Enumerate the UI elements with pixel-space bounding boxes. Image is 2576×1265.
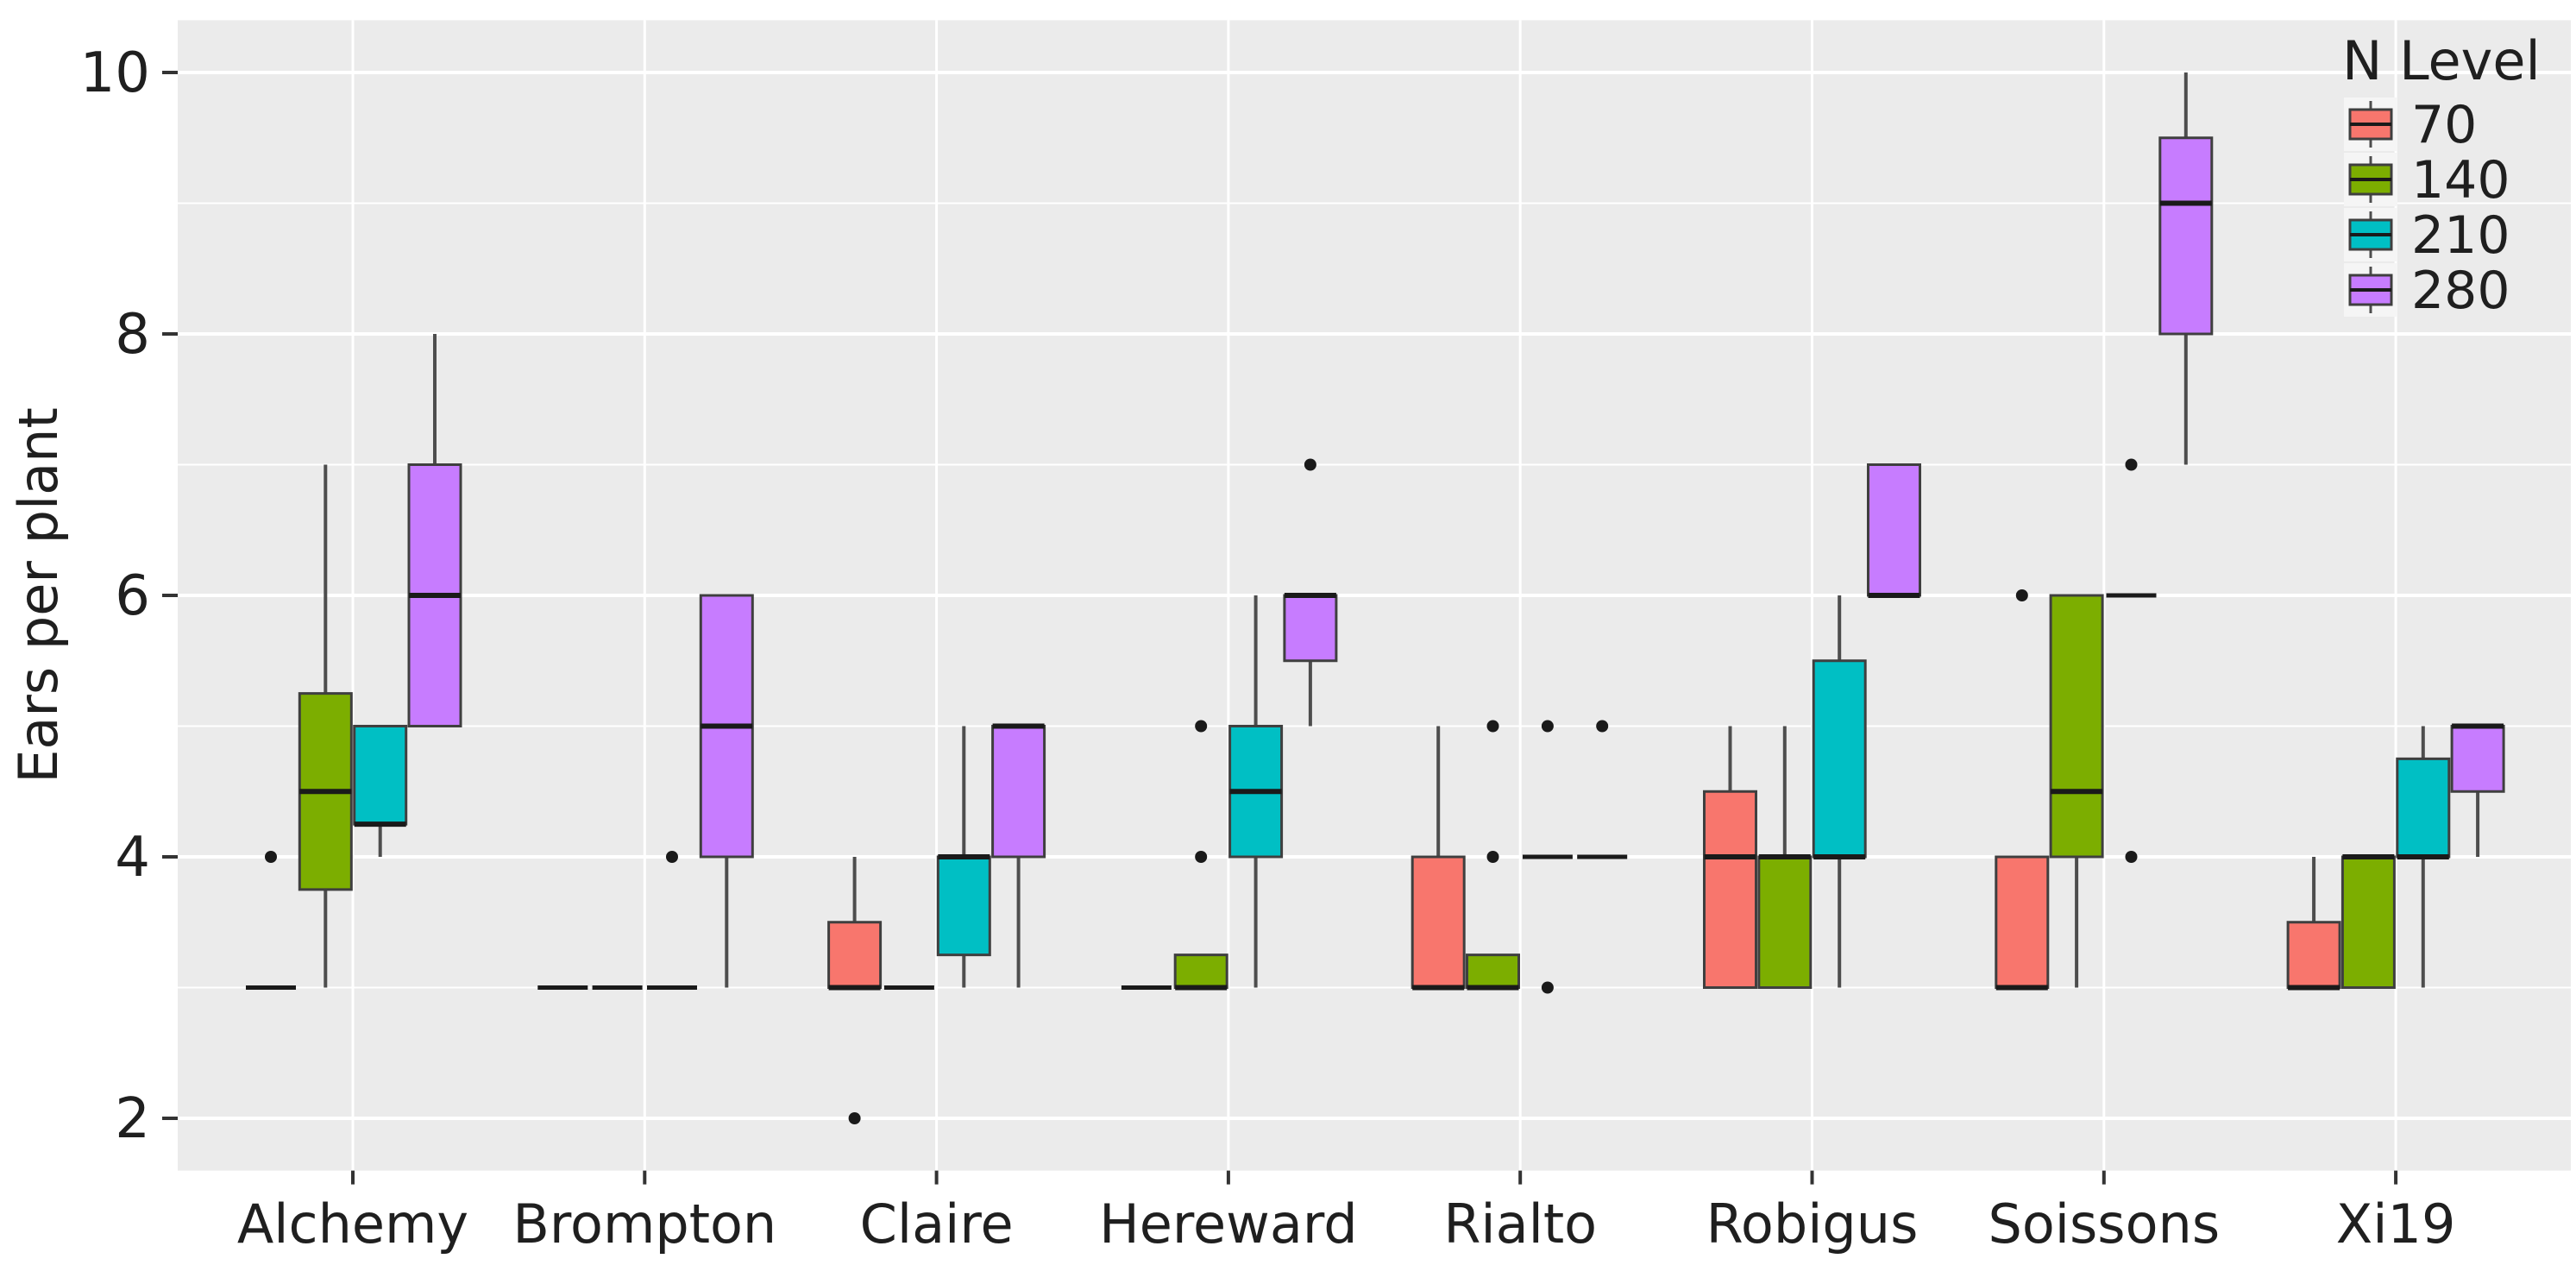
legend-entry-280: 280 xyxy=(2344,261,2510,321)
y-tick-label: 2 xyxy=(115,1087,150,1151)
outlier-dot xyxy=(2125,851,2138,863)
x-axis-label: Claire xyxy=(860,1193,1014,1256)
grid-layer xyxy=(178,20,2571,1171)
legend-entry-140: 140 xyxy=(2344,150,2510,211)
legend-entry-210: 210 xyxy=(2344,205,2510,266)
outlier-dot xyxy=(2125,458,2138,471)
outlier-dot xyxy=(666,851,678,863)
x-axis-label: Soissons xyxy=(1988,1193,2220,1256)
legend-label: 210 xyxy=(2411,205,2510,266)
boxplot-Xi19-140 xyxy=(2340,854,2396,989)
outlier-dot xyxy=(1541,981,1554,994)
box xyxy=(1173,953,1228,989)
boxplot-Claire-210 xyxy=(936,726,991,988)
legend-label: 70 xyxy=(2411,95,2477,155)
y-tick-label: 4 xyxy=(115,826,150,890)
boxplot-Xi19-280 xyxy=(2450,723,2505,857)
outlier-dot xyxy=(1195,851,1208,863)
box xyxy=(2158,136,2214,336)
boxplot-Claire-280 xyxy=(991,723,1046,988)
box xyxy=(2450,725,2505,793)
outlier-dot xyxy=(265,851,277,863)
legend-entry-70: 70 xyxy=(2344,95,2477,155)
boxplot-Rialto-210 xyxy=(1522,720,1573,994)
boxplot-Claire-70 xyxy=(827,857,883,1124)
box xyxy=(1812,659,1867,859)
boxplot-Brompton-210 xyxy=(647,851,697,990)
box xyxy=(353,725,408,826)
boxplot-Alchemy-280 xyxy=(407,334,462,727)
box xyxy=(2396,757,2451,859)
boxplot-Soissons-210 xyxy=(2106,458,2157,863)
outlier-dot xyxy=(1195,720,1208,733)
x-axis-label: Hereward xyxy=(1099,1193,1358,1256)
boxplot-Robigus-280 xyxy=(1867,463,1921,598)
y-tick-label: 8 xyxy=(115,303,150,367)
boxplot-Soissons-140 xyxy=(2049,594,2104,988)
boxplot-Hereward-280 xyxy=(1283,458,1338,727)
box xyxy=(1757,855,1813,989)
boxplot-Alchemy-140 xyxy=(298,464,353,988)
outlier-dot xyxy=(1304,458,1316,471)
y-axis-title: Ears per plant xyxy=(7,407,70,784)
legend-title: N Level xyxy=(2342,29,2541,92)
boxplot-Soissons-70 xyxy=(1995,589,2050,991)
box xyxy=(2286,921,2341,989)
y-tick-label: 10 xyxy=(80,41,150,105)
box xyxy=(2340,855,2396,989)
box xyxy=(936,855,991,957)
x-axis-label: Xi19 xyxy=(2336,1193,2456,1256)
box xyxy=(991,725,1046,859)
boxplot-Rialto-70 xyxy=(1411,726,1466,991)
outlier-dot xyxy=(1486,851,1499,863)
boxplot-Rialto-280 xyxy=(1577,720,1628,859)
boxplot-Alchemy-210 xyxy=(353,725,408,857)
x-axis-label: Alchemy xyxy=(237,1193,468,1256)
boxplot-Xi19-210 xyxy=(2396,726,2451,988)
boxplot-Soissons-280 xyxy=(2158,72,2214,465)
outlier-dot xyxy=(2015,589,2028,601)
boxplot-Alchemy-70 xyxy=(246,851,296,990)
boxplot-Robigus-140 xyxy=(1757,726,1813,989)
boxplot-Robigus-70 xyxy=(1703,726,1757,989)
x-axis-label: Robigus xyxy=(1706,1193,1919,1256)
box xyxy=(2049,594,2104,859)
legend-label: 140 xyxy=(2411,150,2510,211)
outlier-dot xyxy=(1486,720,1499,733)
x-axis-label: Brompton xyxy=(512,1193,776,1256)
boxplot-Xi19-70 xyxy=(2286,857,2341,991)
box-layer xyxy=(246,72,2505,1124)
box xyxy=(1995,855,2050,989)
outlier-dot xyxy=(848,1112,861,1124)
box xyxy=(1411,855,1466,989)
boxplot-Rialto-140 xyxy=(1466,720,1520,991)
boxplot-Robigus-210 xyxy=(1812,595,1867,988)
outlier-dot xyxy=(1596,720,1609,733)
box xyxy=(1466,953,1520,989)
outlier-dot xyxy=(1541,720,1554,733)
legend-label: 280 xyxy=(2411,261,2510,321)
x-axis-label: Rialto xyxy=(1443,1193,1597,1256)
box xyxy=(1867,463,1921,597)
box xyxy=(1703,790,1757,989)
boxplot-Hereward-210 xyxy=(1228,595,1284,988)
axis-layer: 2 4 6 8 10 Alchemy Brompton Claire Hereward Rialt… xyxy=(80,41,2456,1256)
y-tick-label: 6 xyxy=(115,564,150,628)
box xyxy=(827,921,883,989)
box xyxy=(1283,594,1338,663)
boxplot-Brompton-280 xyxy=(699,594,754,988)
boxplot-Hereward-140 xyxy=(1173,720,1228,991)
